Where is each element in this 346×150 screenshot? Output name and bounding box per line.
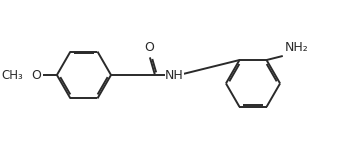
Text: O: O (144, 41, 154, 54)
Text: NH: NH (165, 69, 184, 81)
Text: NH₂: NH₂ (284, 41, 308, 54)
Text: CH₃: CH₃ (2, 69, 24, 81)
Text: O: O (31, 69, 42, 81)
